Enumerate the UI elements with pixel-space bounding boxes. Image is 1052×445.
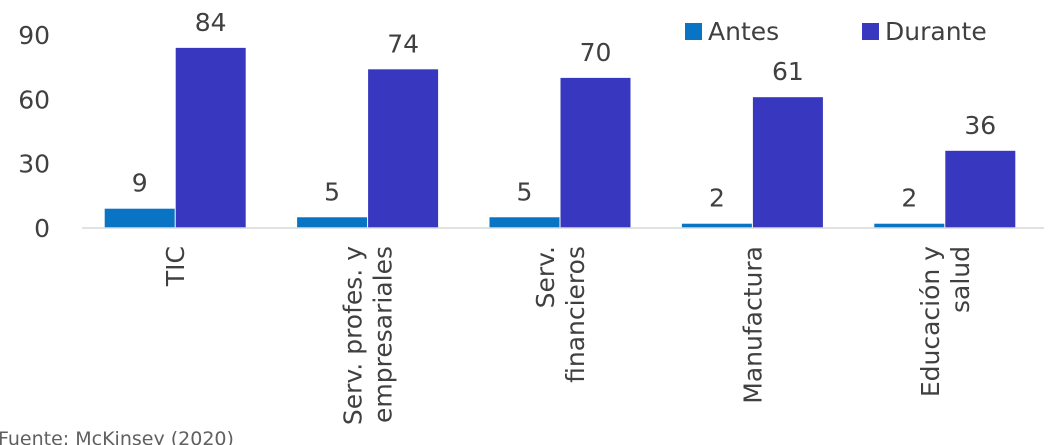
- bar-durante: [945, 150, 1016, 228]
- y-tick-label: 60: [18, 85, 50, 114]
- category-label-line: Manufactura: [738, 246, 767, 404]
- bar-antes: [104, 208, 175, 228]
- category-label: TIC: [161, 246, 190, 287]
- legend-swatch-antes: [685, 23, 702, 40]
- data-label: 84: [195, 8, 227, 37]
- bar-antes: [489, 217, 560, 228]
- data-label: 2: [901, 184, 917, 213]
- bars: [104, 47, 1016, 228]
- category-label-line: financieros: [561, 246, 590, 383]
- category-label: Serv.financieros: [531, 246, 590, 383]
- bar-antes: [297, 217, 368, 228]
- bar-durante: [368, 69, 439, 228]
- category-label-line: TIC: [161, 246, 190, 287]
- category-label: Manufactura: [738, 246, 767, 404]
- source-note: Fuente: McKinsey (2020): [0, 428, 234, 445]
- legend-label-durante: Durante: [885, 17, 987, 46]
- category-label-line: salud: [946, 246, 975, 313]
- y-tick-label: 30: [18, 150, 50, 179]
- bar-durante: [175, 47, 246, 228]
- data-label: 5: [324, 177, 340, 206]
- bar-antes: [681, 223, 752, 228]
- legend-label-antes: Antes: [708, 17, 779, 46]
- y-axis: 0 30 60 90: [18, 21, 50, 243]
- legend: Antes Durante: [685, 17, 987, 46]
- data-label: 74: [387, 29, 419, 58]
- data-label: 2: [709, 184, 725, 213]
- data-label: 9: [132, 169, 148, 198]
- category-label: Educación ysalud: [916, 246, 975, 397]
- category-label-line: Serv.: [531, 246, 560, 308]
- bar-durante: [560, 77, 631, 228]
- data-label: 36: [964, 111, 996, 140]
- category-label-line: Serv. profes. y: [339, 246, 368, 425]
- bar-antes: [874, 223, 945, 228]
- y-tick-label: 90: [18, 21, 50, 50]
- legend-swatch-durante: [862, 23, 879, 40]
- category-label-line: empresariales: [369, 246, 398, 423]
- y-tick-label: 0: [34, 214, 50, 243]
- data-label: 5: [517, 177, 533, 206]
- category-label-line: Educación y: [916, 246, 945, 397]
- data-label: 70: [580, 38, 612, 67]
- x-axis: TIC Serv. profes. yempresariales Serv.fina…: [161, 246, 975, 425]
- bar-durante: [752, 97, 823, 228]
- data-label: 61: [772, 57, 804, 86]
- category-label: Serv. profes. yempresariales: [339, 246, 398, 425]
- data-labels: 9 84 5 74 5 70 2 61 2 36: [132, 8, 996, 213]
